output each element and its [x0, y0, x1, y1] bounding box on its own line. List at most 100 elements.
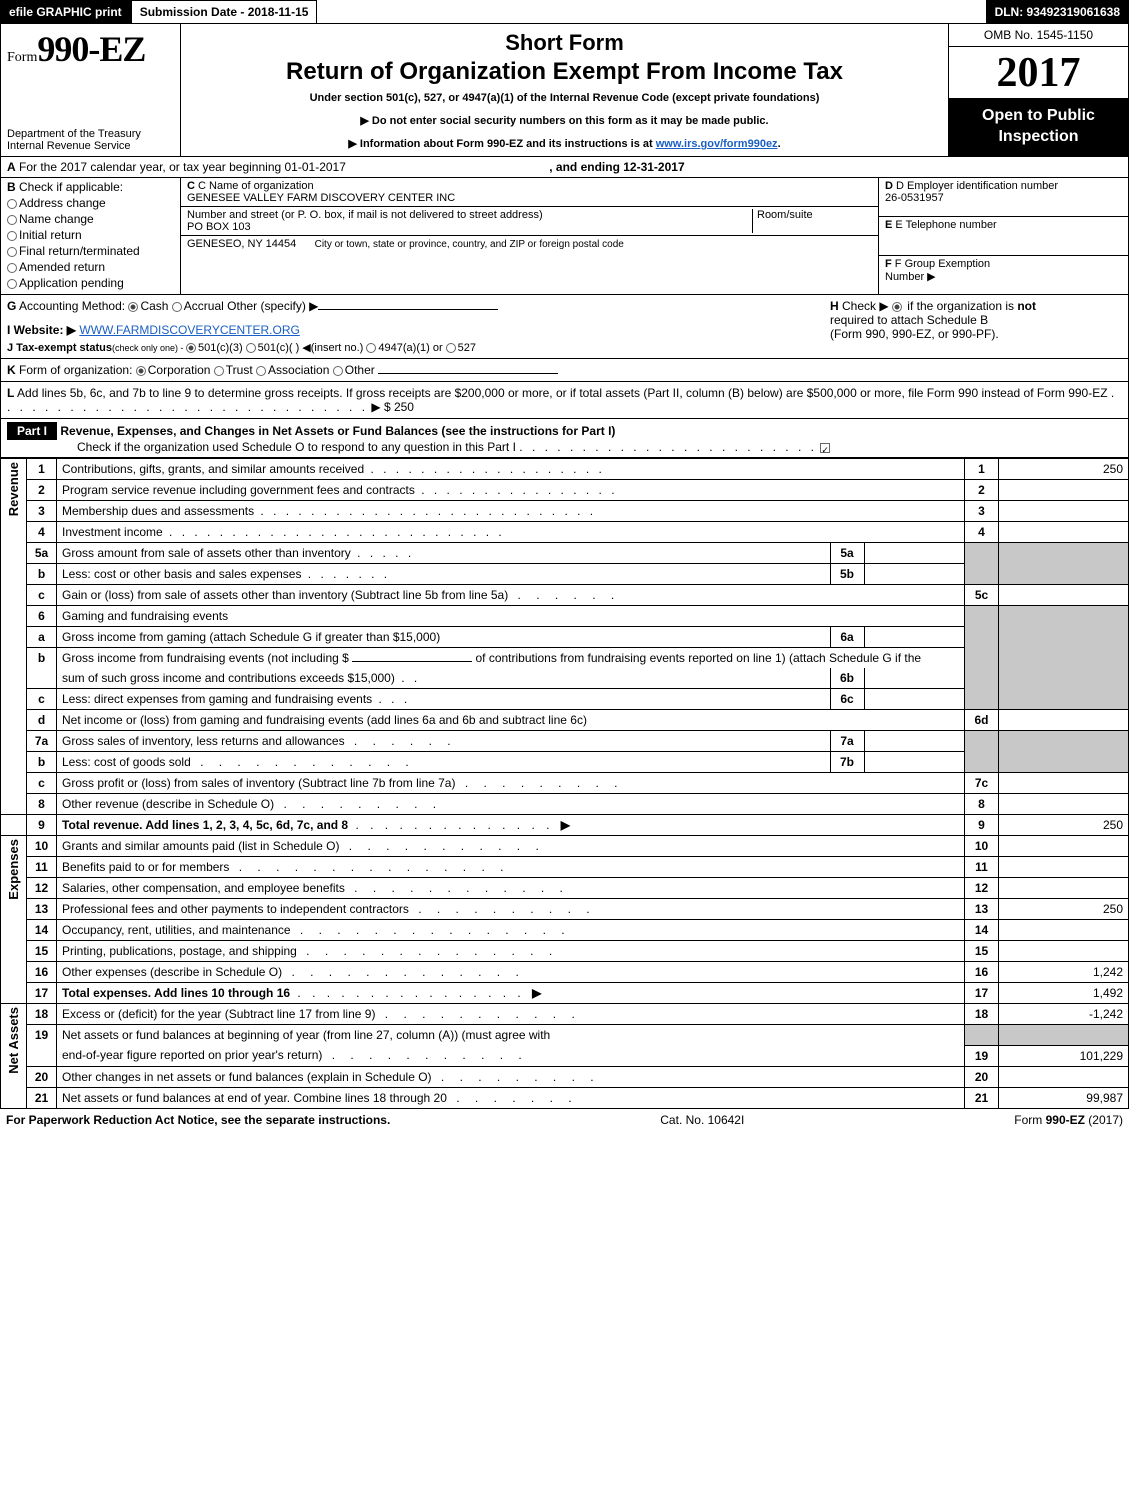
c-name-row: C C Name of organization GENESEE VALLEY … [181, 178, 878, 207]
part1-title: Revenue, Expenses, and Changes in Net As… [60, 424, 615, 438]
c-label: C C Name of organization [187, 180, 872, 192]
street-value: PO BOX 103 [187, 221, 752, 233]
section-b: B Check if applicable: Address change Na… [1, 178, 181, 294]
form-number-big: 990-EZ [37, 29, 145, 69]
form-header: Form990-EZ Department of the Treasury In… [0, 24, 1129, 157]
omb-number: OMB No. 1545-1150 [949, 24, 1128, 47]
tax-year: 2017 [949, 47, 1128, 98]
open-to-public: Open to Public Inspection [949, 98, 1128, 156]
box-1: 1 [965, 459, 999, 480]
room-label: Room/suite [752, 209, 872, 233]
section-h: H Check ▶ if the organization is not req… [822, 299, 1122, 341]
return-title: Return of Organization Exempt From Incom… [189, 58, 940, 86]
d-label: D Employer identification number [896, 180, 1058, 192]
dept-line2: Internal Revenue Service [7, 140, 174, 152]
section-def: D D Employer identification number 26-05… [878, 178, 1128, 294]
label-b: B [7, 180, 16, 194]
check-address-change[interactable]: Address change [7, 196, 174, 210]
radio-accrual[interactable] [172, 302, 182, 312]
f-label: F Group Exemption [895, 258, 990, 270]
label-l: L [7, 386, 14, 400]
radio-4947[interactable] [366, 343, 376, 353]
label-g: G [7, 299, 16, 313]
city-value: GENESEO, NY 14454 [187, 238, 296, 250]
expenses-side-label: Expenses [1, 836, 27, 1004]
f-label2: Number ▶ [885, 271, 936, 283]
radio-other-org[interactable] [333, 366, 343, 376]
info-link[interactable]: www.irs.gov/form990ez [656, 138, 778, 150]
header-middle: Short Form Return of Organization Exempt… [181, 24, 948, 156]
do-not-enter: ▶ Do not enter social security numbers o… [189, 114, 940, 127]
open-line2: Inspection [953, 127, 1124, 148]
6b-amount-input[interactable] [352, 661, 472, 662]
efile-badge: efile GRAPHIC print [0, 0, 131, 24]
radio-527[interactable] [446, 343, 456, 353]
check-name-change[interactable]: Name change [7, 212, 174, 226]
e-cell: E E Telephone number [879, 216, 1128, 255]
check-amended-return[interactable]: Amended return [7, 260, 174, 274]
section-k: K Form of organization: Corporation Trus… [0, 359, 1129, 382]
check-initial-return[interactable]: Initial return [7, 228, 174, 242]
city-label: City or town, state or province, country… [315, 239, 624, 250]
top-bar: efile GRAPHIC print Submission Date - 20… [0, 0, 1129, 24]
radio-501c3[interactable] [186, 343, 196, 353]
form-prefix: Form [7, 50, 37, 65]
radio-cash[interactable] [128, 302, 138, 312]
revenue-side-label: Revenue [1, 459, 27, 815]
e-label: E Telephone number [895, 219, 996, 231]
part1-header: Part I Revenue, Expenses, and Changes in… [0, 419, 1129, 458]
section-gh: G Accounting Method: Cash Accrual Other … [0, 295, 1129, 359]
part1-check-text: Check if the organization used Schedule … [77, 440, 516, 454]
page-footer: For Paperwork Reduction Act Notice, see … [0, 1109, 1129, 1131]
section-bcdef: B Check if applicable: Address change Na… [0, 178, 1129, 295]
form-number: Form990-EZ [7, 28, 174, 70]
info-suffix: . [778, 138, 781, 150]
check-final-return[interactable]: Final return/terminated [7, 244, 174, 258]
section-g: G Accounting Method: Cash Accrual Other … [7, 299, 822, 354]
part1-badge: Part I [7, 422, 57, 440]
val-1: 250 [999, 459, 1129, 480]
radio-assoc[interactable] [256, 366, 266, 376]
g-other-input[interactable] [318, 309, 498, 310]
f-cell: F F Group Exemption Number ▶ [879, 255, 1128, 294]
header-left: Form990-EZ Department of the Treasury In… [1, 24, 181, 156]
section-a-text: For the 2017 calendar year, or tax year … [16, 160, 346, 174]
check-application-pending[interactable]: Application pending [7, 276, 174, 290]
radio-trust[interactable] [214, 366, 224, 376]
section-c: C C Name of organization GENESEE VALLEY … [181, 178, 878, 294]
g-label: Accounting Method: [19, 299, 125, 313]
label-i: I Website: ▶ [7, 323, 76, 337]
radio-corp[interactable] [136, 366, 146, 376]
d-cell: D D Employer identification number 26-05… [879, 178, 1128, 216]
netassets-side-label: Net Assets [1, 1004, 27, 1109]
footer-mid: Cat. No. 10642I [660, 1113, 744, 1127]
header-right: OMB No. 1545-1150 2017 Open to Public In… [948, 24, 1128, 156]
footer-right: Form 990-EZ (2017) [1014, 1113, 1123, 1127]
street-label: Number and street (or P. O. box, if mail… [187, 209, 752, 221]
topbar-spacer [317, 0, 985, 24]
section-a-ending: , and ending 12-31-2017 [549, 160, 684, 174]
part1-checkbox[interactable] [820, 443, 830, 453]
k-other-input[interactable] [378, 373, 558, 374]
info-prefix: ▶ Information about Form 990-EZ and its … [348, 138, 655, 150]
info-line: ▶ Information about Form 990-EZ and its … [189, 137, 940, 150]
dept-line1: Department of the Treasury [7, 128, 174, 140]
section-l: L Add lines 5b, 6c, and 7b to line 9 to … [0, 382, 1129, 419]
radio-501c[interactable] [246, 343, 256, 353]
label-h: H [830, 299, 839, 313]
radio-h-check[interactable] [892, 302, 902, 312]
c-value: GENESEE VALLEY FARM DISCOVERY CENTER INC [187, 192, 872, 204]
short-form-title: Short Form [189, 30, 940, 56]
label-k: K [7, 363, 16, 377]
website-link[interactable]: WWW.FARMDISCOVERYCENTER.ORG [79, 323, 299, 337]
financial-table: Revenue 1 Contributions, gifts, grants, … [0, 458, 1129, 1109]
submission-date: Submission Date - 2018-11-15 [131, 0, 318, 24]
open-line1: Open to Public [953, 106, 1124, 127]
label-j: J Tax-exempt status [7, 342, 112, 354]
street-row: Number and street (or P. O. box, if mail… [181, 207, 878, 236]
dln-badge: DLN: 93492319061638 [986, 0, 1129, 24]
line-1-text: Contributions, gifts, grants, and simila… [57, 459, 965, 480]
under-section: Under section 501(c), 527, or 4947(a)(1)… [189, 92, 940, 104]
d-value: 26-0531957 [885, 192, 944, 204]
lineno-1: 1 [27, 459, 57, 480]
